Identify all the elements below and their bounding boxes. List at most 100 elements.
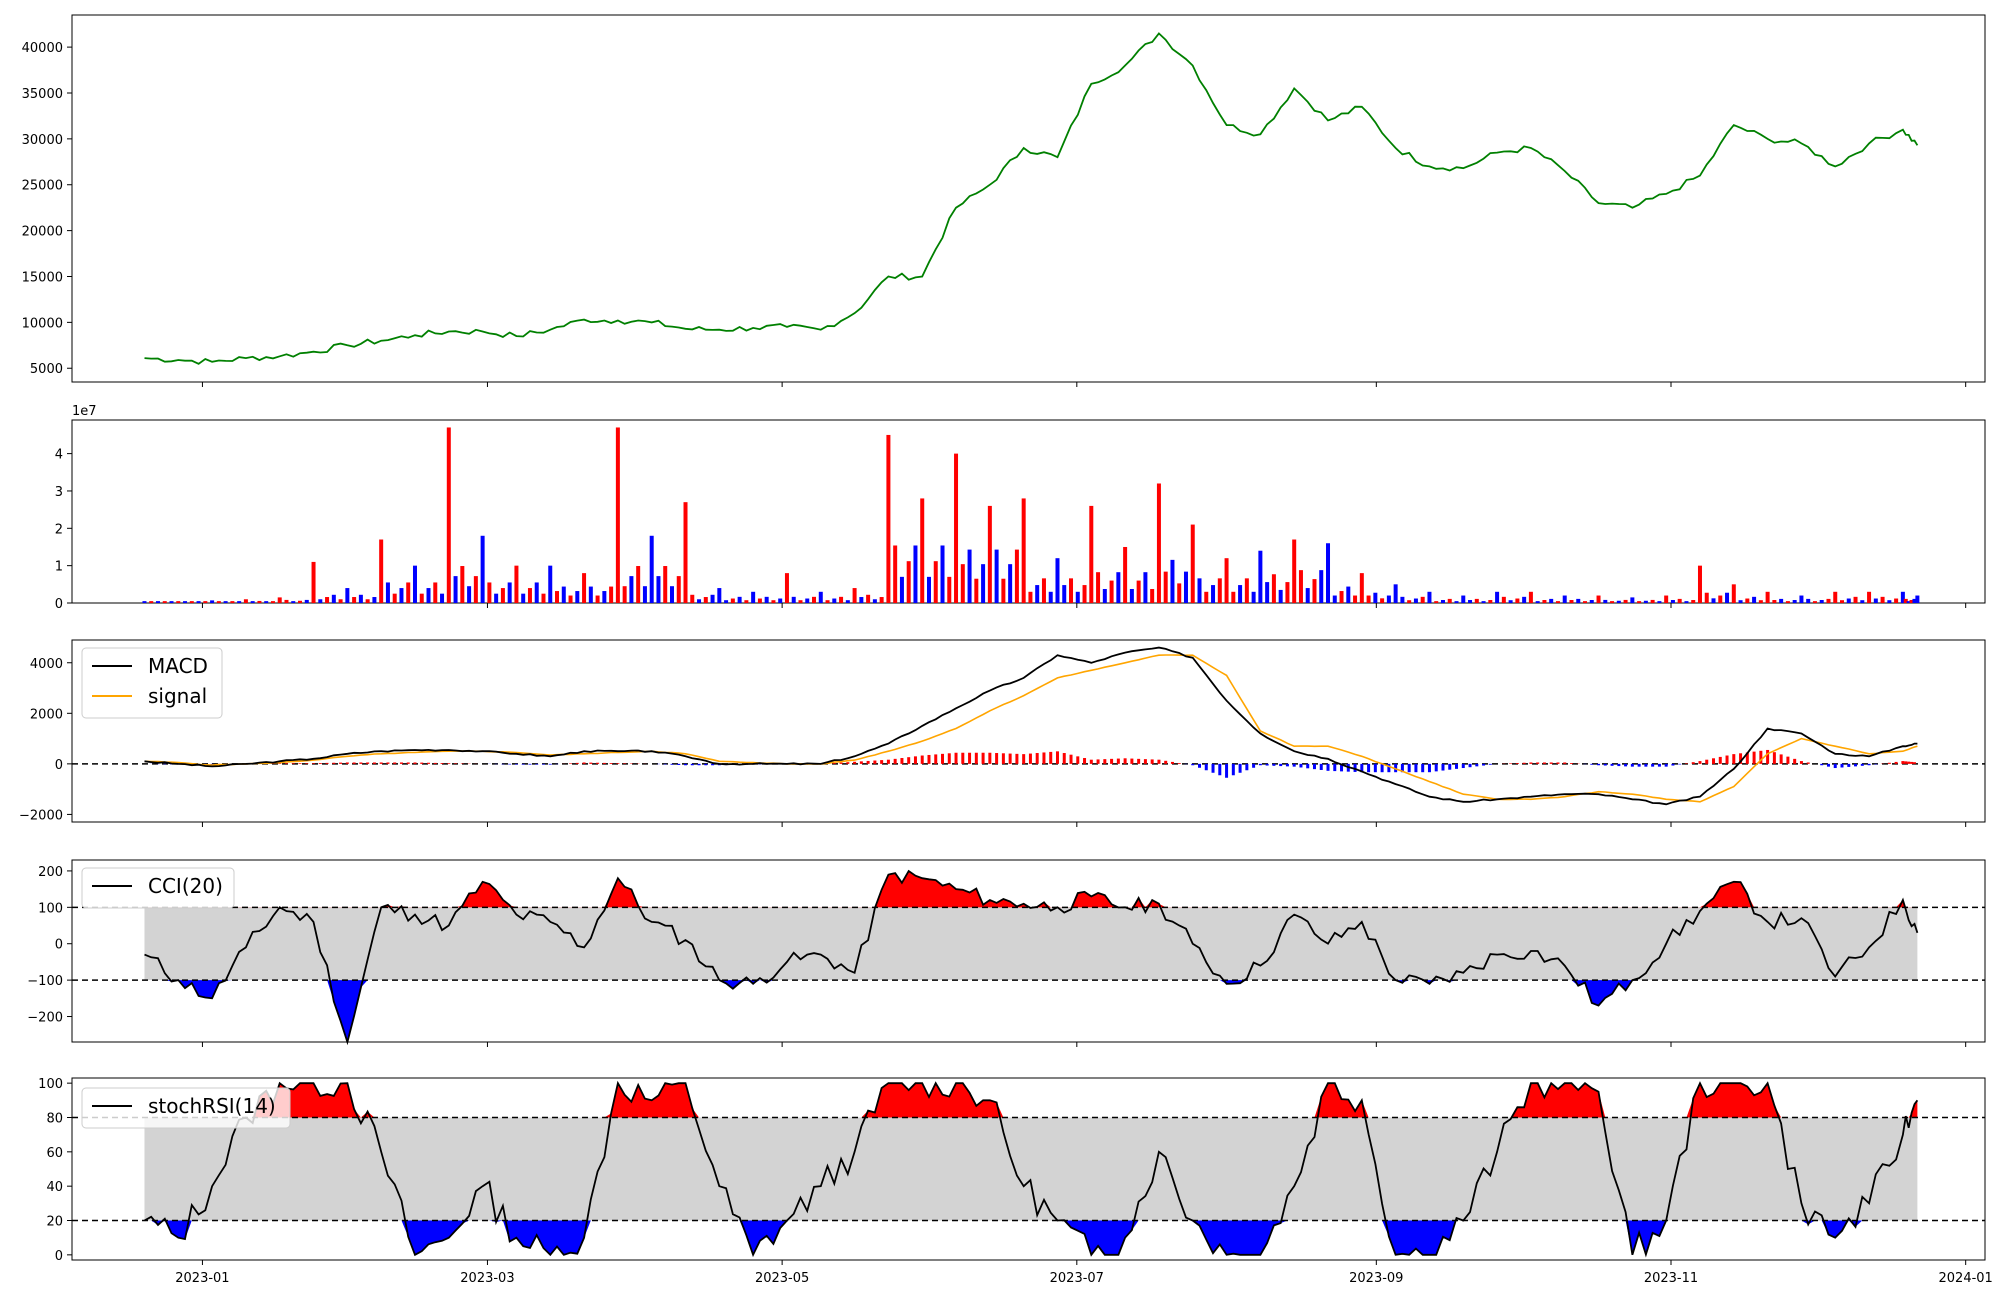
- volume-bar: [1765, 591, 1770, 603]
- price-ytick-label: 20000: [22, 225, 63, 240]
- macd-hist-bar: [1340, 763, 1344, 772]
- macd-hist-bar: [832, 763, 836, 764]
- volume-bar: [1894, 598, 1899, 603]
- volume-bar: [1190, 524, 1195, 603]
- volume-bar: [1684, 601, 1689, 603]
- volume-bar: [169, 601, 174, 603]
- macd-hist-bar: [1779, 754, 1783, 764]
- macd-hist-bar: [1299, 763, 1303, 768]
- macd-hist-bar: [1732, 754, 1736, 764]
- volume-bar: [1069, 578, 1074, 603]
- volume-bar: [1745, 598, 1750, 603]
- stochrsi-frame: [71, 1077, 1986, 1261]
- macd-hist-bar: [1912, 762, 1916, 764]
- volume-bar: [1833, 591, 1838, 603]
- legend-cci: CCI(20): [148, 874, 223, 898]
- volume-bar: [1156, 483, 1161, 603]
- macd-hist-bar: [1637, 763, 1641, 767]
- macd-ytick-label: 0: [55, 758, 63, 773]
- macd-hist-bar: [913, 756, 917, 764]
- volume-bar: [602, 591, 607, 603]
- stochrsi-panel: 0 20 40 60 80 100: [38, 1077, 1986, 1264]
- volume-bar: [1298, 570, 1303, 603]
- volume-bar: [270, 601, 275, 603]
- volume-bar: [1109, 580, 1114, 603]
- volume-bar: [1359, 573, 1364, 603]
- macd-hist-bar: [325, 762, 329, 764]
- volume-bar: [1637, 601, 1642, 603]
- macd-hist-bar: [616, 763, 620, 764]
- macd-hist-bar: [758, 763, 762, 765]
- price-ytick-label: 25000: [22, 179, 63, 194]
- volume-bar: [1643, 600, 1648, 603]
- volume-bar: [1630, 597, 1635, 603]
- volume-bar: [1576, 598, 1581, 603]
- x-tick-label: 2023-03: [460, 1271, 514, 1286]
- volume-bar: [514, 565, 519, 603]
- volume-bar: [588, 586, 593, 603]
- volume-bar: [1055, 558, 1060, 603]
- volume-bar: [1177, 583, 1182, 603]
- volume-bar: [331, 594, 336, 603]
- volume-bar: [832, 598, 837, 603]
- macd-hist-bar: [1225, 763, 1229, 778]
- volume-bar: [1224, 558, 1229, 603]
- volume-bar: [311, 561, 316, 603]
- macd-hist-bar: [1698, 761, 1702, 764]
- volume-bar: [1183, 571, 1188, 603]
- volume-bar: [1909, 600, 1914, 603]
- volume-bar: [149, 601, 154, 603]
- volume-bar: [751, 591, 756, 603]
- macd-hist-bar: [1678, 763, 1682, 765]
- volume-bar: [1440, 600, 1445, 603]
- macd-hist-bar: [1542, 762, 1546, 764]
- volume-bar: [494, 593, 499, 603]
- volume-ytick-label: 2: [55, 522, 63, 537]
- volume-bar: [1035, 585, 1040, 603]
- macd-hist-bar: [1076, 756, 1080, 764]
- volume-bar: [1454, 601, 1459, 603]
- volume-bar: [392, 593, 397, 603]
- macd-hist-bar: [1130, 758, 1134, 764]
- macd-hist-bar: [1907, 761, 1911, 764]
- macd-hist-bar: [873, 760, 877, 764]
- price-panel: 5000 10000 15000 20000 25000 30000 35000 40000: [22, 14, 1986, 383]
- volume-bar: [243, 599, 248, 603]
- volume-bar: [1758, 600, 1763, 603]
- macd-hist-bar: [1191, 763, 1195, 766]
- legend-stochrsi: stochRSI(14): [148, 1094, 276, 1118]
- macd-hist-bar: [352, 762, 356, 764]
- price-ytick-label: 40000: [22, 41, 63, 56]
- macd-hist-bar: [1015, 753, 1019, 764]
- volume-bar: [1501, 596, 1506, 603]
- volume-bar: [818, 591, 823, 603]
- volume-bar: [994, 549, 999, 603]
- stochrsi-ytick-label: 80: [46, 1111, 63, 1126]
- macd-hist-bar: [1887, 762, 1891, 764]
- volume-bar: [987, 505, 992, 603]
- volume-bar: [1725, 592, 1730, 603]
- volume-bar: [1075, 591, 1080, 603]
- macd-hist-bar: [1373, 763, 1377, 773]
- volume-bar: [798, 600, 803, 603]
- cci-legend: CCI(20): [81, 867, 235, 909]
- volume-bar: [1508, 600, 1513, 603]
- macd-hist-bar: [386, 762, 390, 764]
- volume-bar: [1697, 565, 1702, 603]
- macd-hist-bar: [1279, 763, 1283, 767]
- volume-bar: [703, 597, 708, 603]
- stochrsi-line: [144, 1080, 1919, 1258]
- macd-hist-bar: [609, 763, 613, 764]
- volume-bar: [183, 601, 188, 603]
- macd-hist-bar: [1110, 758, 1114, 764]
- volume-bar: [764, 596, 769, 603]
- macd-frame: [71, 639, 1986, 823]
- macd-hist-bar: [1529, 762, 1533, 764]
- macd-hist-bar: [1603, 763, 1607, 766]
- cci-panel: −200 −100 0 100 200: [27, 859, 1986, 1046]
- macd-hist-bar: [968, 752, 972, 764]
- macd-hist-bar: [1691, 762, 1695, 764]
- macd-hist-bar: [1123, 758, 1127, 764]
- volume-bar: [142, 601, 147, 603]
- macd-hist-bar: [521, 763, 525, 765]
